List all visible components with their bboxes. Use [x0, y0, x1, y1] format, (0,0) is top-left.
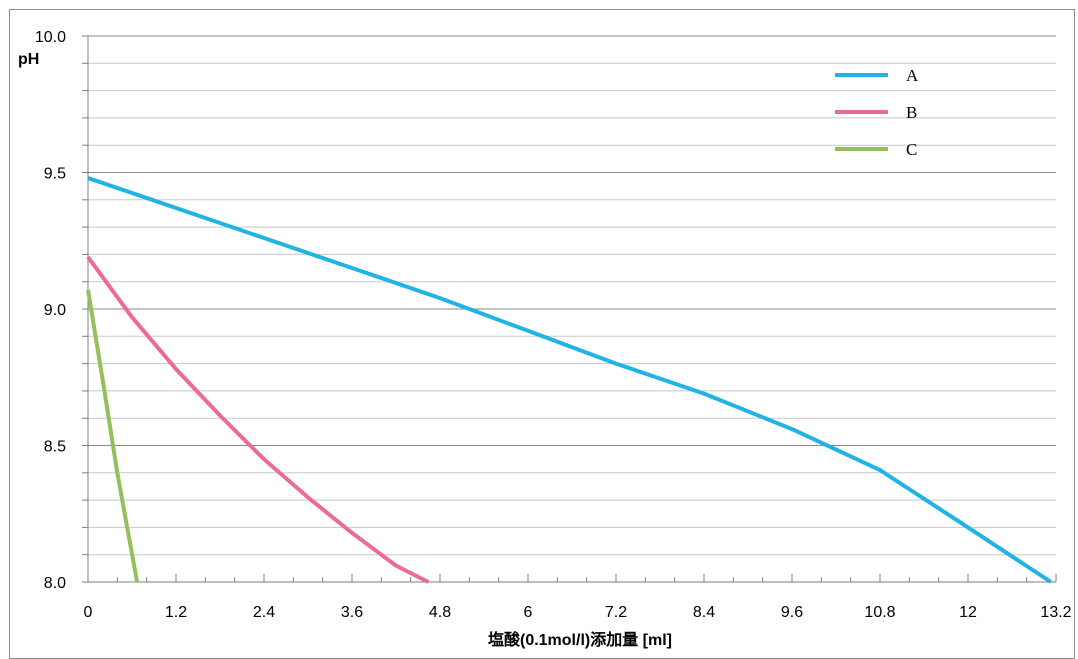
y-tick-label: 8.5: [44, 439, 66, 456]
y-tick-label: 8.0: [44, 575, 66, 592]
x-tick-label: 2.4: [253, 604, 275, 621]
legend-label-b: B: [906, 103, 917, 122]
legend-label-a: A: [906, 66, 919, 85]
x-axis-label: 塩酸(0.1mol/l)添加量 [ml]: [488, 630, 672, 649]
x-tick-label: 3.6: [341, 604, 363, 621]
series-line-a: [87, 176, 1053, 584]
x-tick-label: 10.8: [864, 604, 895, 621]
x-tick-label: 12: [959, 604, 977, 621]
x-tick-label: 6: [524, 604, 533, 621]
x-tick-label: 0: [84, 604, 93, 621]
x-tick-label: 4.8: [429, 604, 451, 621]
x-tick-label: 1.2: [165, 604, 187, 621]
legend: ABC: [835, 66, 919, 159]
series-line-b: [86, 255, 430, 584]
x-tick-label: 7.2: [605, 604, 627, 621]
series-line-c: [86, 289, 140, 583]
y-tick-label: 10.0: [35, 29, 66, 46]
y-axis-label: pH: [18, 51, 39, 68]
y-tick-label: 9.0: [44, 302, 66, 319]
axes: [82, 35, 1057, 583]
x-tick-label: 13.2: [1040, 604, 1071, 621]
x-tick-label: 8.4: [693, 604, 715, 621]
y-tick-labels: 8.0 8.5 9.0 9.5 10.0: [35, 29, 66, 592]
x-tick-labels: 0 1.2 2.4 3.6 4.8 6 7.2 8.4 9.6 10.8 12 13.2: [84, 604, 1072, 621]
x-tick-label: 9.6: [781, 604, 803, 621]
legend-label-c: C: [906, 140, 917, 159]
series-lines: [86, 176, 1053, 584]
y-tick-label: 9.5: [44, 166, 66, 183]
